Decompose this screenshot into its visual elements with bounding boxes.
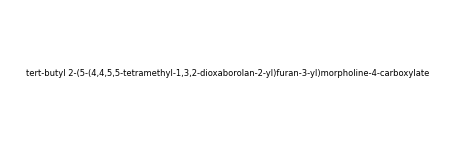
Text: tert-butyl 2-(5-(4,4,5,5-tetramethyl-1,3,2-dioxaborolan-2-yl)furan-3-yl)morpholi: tert-butyl 2-(5-(4,4,5,5-tetramethyl-1,3… [26,68,429,78]
